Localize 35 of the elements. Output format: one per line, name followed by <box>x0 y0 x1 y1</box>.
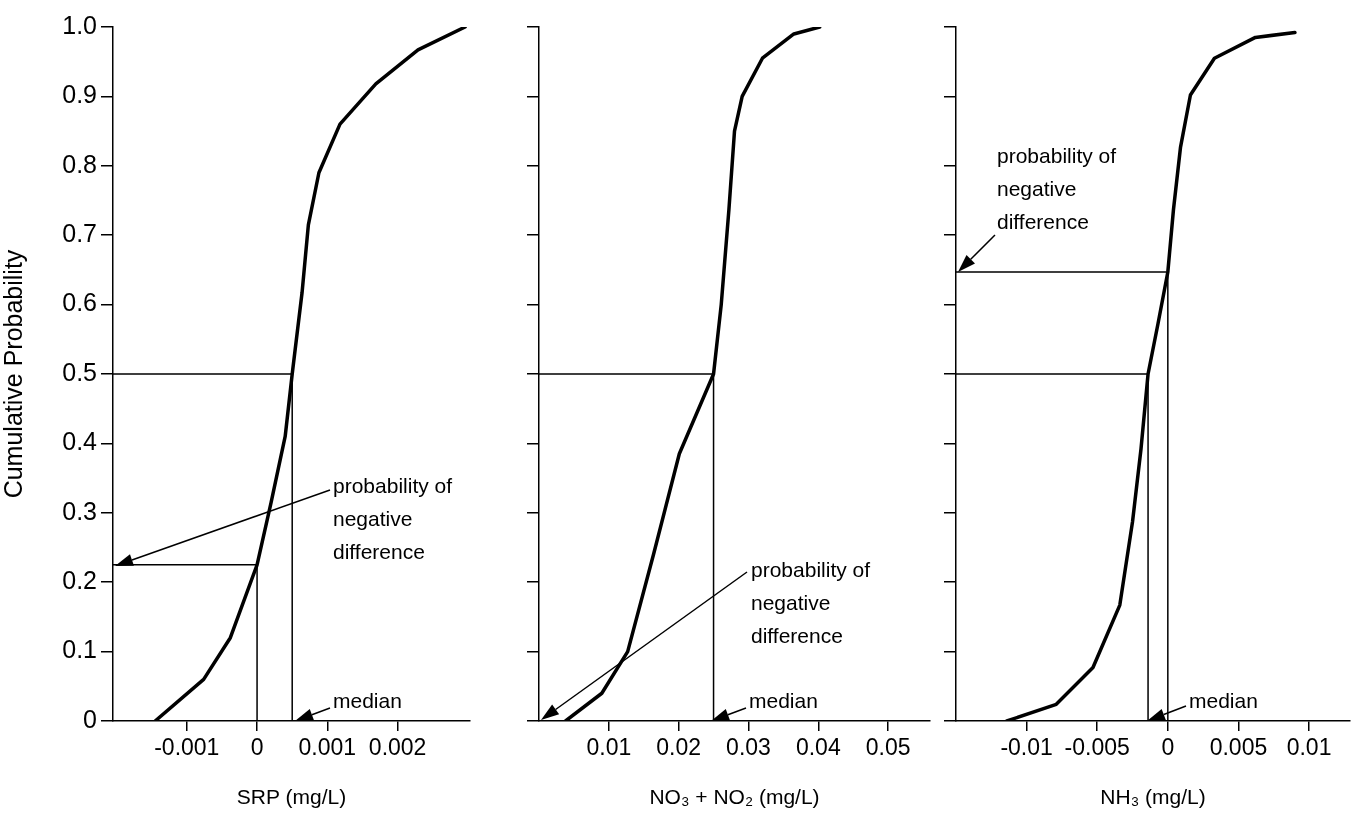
x-tick-label: 0.05 <box>865 734 911 761</box>
y-tick-label: 0.2 <box>62 566 97 595</box>
annotation: probability of negative difference <box>997 143 1118 235</box>
x-tick-label: 0.03 <box>726 734 771 761</box>
y-tick-label: 0.9 <box>62 80 97 109</box>
x-tick-label: -0.01 <box>1000 734 1053 761</box>
x-axis-title: NH₃ (mg/L) <box>1100 785 1206 809</box>
x-tick-label: 0.005 <box>1209 734 1268 761</box>
y-axis-title: Cumulative Probability <box>0 249 27 499</box>
y-tick-label: 0.8 <box>62 149 97 178</box>
y-tick-label: 0.1 <box>62 635 97 664</box>
annotation: probability of negative difference <box>333 473 454 565</box>
x-tick-label: 0.002 <box>368 734 427 761</box>
y-tick-label: 0.5 <box>62 357 97 386</box>
x-axis-title: SRP (mg/L) <box>236 785 347 809</box>
y-tick-label: 0.3 <box>62 496 97 525</box>
y-tick-label: 1.0 <box>62 10 97 39</box>
x-axis-title: NO₃ + NO₂ (mg/L) <box>649 785 820 809</box>
annotation: median <box>1189 688 1259 714</box>
y-tick-label: 0.7 <box>62 219 97 248</box>
y-tick-label: 0 <box>83 704 97 733</box>
x-tick-label: 0.02 <box>656 734 702 761</box>
x-tick-label: 0.01 <box>586 734 632 761</box>
annotation: median <box>333 688 403 714</box>
y-tick-label: 0.4 <box>62 427 98 456</box>
x-tick-label: 0.04 <box>795 734 841 761</box>
x-tick-label: 0.001 <box>298 734 357 761</box>
x-tick-label: 0 <box>1161 734 1175 761</box>
annotation: probability of negative difference <box>751 557 872 649</box>
x-tick-label: 0 <box>250 734 264 761</box>
x-tick-label: -0.001 <box>154 734 220 761</box>
annotation: median <box>749 688 819 714</box>
x-tick-label: -0.005 <box>1064 734 1130 761</box>
x-tick-label: 0.01 <box>1286 734 1332 761</box>
y-tick-label: 0.6 <box>62 288 97 317</box>
